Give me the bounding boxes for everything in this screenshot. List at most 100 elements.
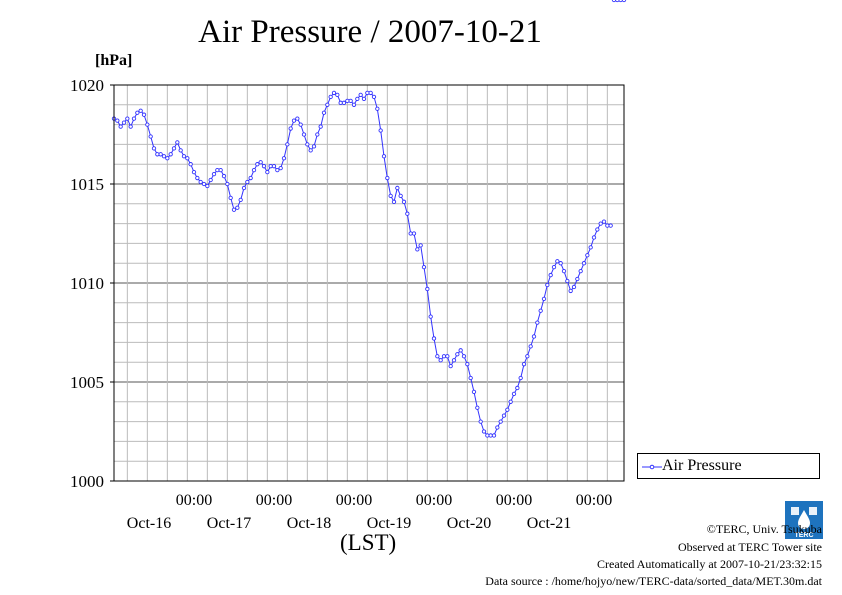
data-point [138, 108, 143, 113]
data-point [385, 175, 390, 181]
data-point [328, 94, 333, 100]
data-point [598, 221, 603, 226]
grid-layer [114, 85, 624, 481]
data-point [361, 96, 367, 102]
data-point [525, 354, 530, 359]
x-tick-date-label: Oct-16 [127, 515, 171, 532]
data-point [581, 261, 587, 266]
data-point [538, 308, 543, 313]
y-tick-label: 1010 [70, 274, 104, 293]
data-point [548, 272, 553, 278]
data-point [275, 167, 280, 173]
data-point [295, 116, 300, 121]
y-tick-label: 1020 [70, 76, 104, 95]
data-point [245, 179, 250, 185]
data-point [351, 102, 357, 107]
data-point [618, 0, 623, 3]
x-tick-date-label: Oct-17 [207, 515, 251, 532]
data-point [411, 231, 417, 236]
data-point [518, 375, 523, 381]
data-point [125, 116, 130, 121]
series-layer [111, 0, 627, 438]
data-point [401, 199, 407, 204]
data-point [391, 199, 397, 204]
data-point [175, 140, 180, 145]
data-point [481, 429, 487, 434]
data-point [265, 169, 270, 175]
data-point [205, 183, 210, 189]
svg-text:TERC: TERC [794, 532, 813, 539]
data-point [478, 419, 483, 424]
data-point [491, 433, 497, 438]
data-point [591, 235, 597, 240]
data-point [261, 164, 267, 169]
data-point [118, 124, 123, 129]
data-point [358, 92, 363, 98]
legend-label: Air Pressure [662, 457, 742, 474]
data-point [611, 0, 617, 3]
data-point [355, 96, 360, 102]
terc-logo: TERC [785, 501, 823, 539]
x-tick-time-label: 00:00 [416, 492, 452, 509]
data-point [285, 142, 290, 147]
data-point [455, 352, 460, 357]
data-point [428, 314, 433, 319]
data-point [375, 106, 380, 111]
y-tick-label: 1015 [70, 175, 104, 194]
data-point [568, 288, 573, 294]
data-point [238, 197, 243, 202]
data-point [318, 124, 323, 129]
data-point [531, 334, 537, 339]
data-point [191, 169, 197, 175]
data-point [541, 296, 547, 301]
data-point [171, 146, 177, 151]
data-point [248, 175, 253, 181]
data-point [565, 278, 570, 284]
data-point [178, 148, 183, 153]
data-point [325, 102, 330, 107]
data-point [278, 166, 283, 171]
data-point [475, 405, 480, 410]
data-point [515, 385, 520, 391]
data-point [331, 90, 337, 96]
data-point [545, 282, 550, 288]
data-point [158, 152, 163, 157]
x-tick-date-label: Oct-18 [287, 515, 331, 532]
data-point [381, 154, 387, 159]
data-point [561, 268, 567, 274]
data-point [235, 205, 240, 210]
data-point [128, 124, 133, 129]
data-point [141, 112, 147, 117]
data-point [225, 181, 230, 187]
data-point [448, 364, 453, 369]
data-point [208, 177, 213, 183]
data-point [535, 320, 540, 325]
legend: Air Pressure [637, 453, 820, 479]
data-point [421, 265, 427, 270]
x-tick-date-label: Oct-21 [527, 515, 571, 532]
data-point [601, 219, 607, 224]
chart-title: Air Pressure / 2007-10-21 [198, 14, 542, 50]
data-point [291, 118, 297, 123]
data-point [368, 90, 373, 96]
data-point [445, 354, 450, 359]
data-point [495, 425, 500, 430]
x-tick-layer: 00:00 Oct-16 00:00 Oct-17 00:00 Oct-18 00:00 Oc… [127, 492, 612, 532]
y-tick-label: 1000 [70, 472, 104, 491]
data-point [621, 0, 627, 3]
plot-area-frame [113, 84, 625, 482]
data-point [301, 132, 307, 137]
data-point [148, 134, 153, 139]
data-point [311, 144, 317, 149]
data-point [471, 389, 477, 395]
data-point [498, 419, 503, 424]
data-point [468, 375, 473, 381]
data-point [458, 348, 463, 353]
data-point [161, 154, 167, 159]
data-point [588, 245, 593, 250]
y-tick-label: 1005 [70, 373, 104, 392]
x-tick-time-label: 00:00 [256, 492, 292, 509]
y-tick-layer: 1000 1005 1010 1015 1020 [70, 76, 114, 491]
data-point [608, 223, 613, 228]
data-point [151, 146, 157, 151]
